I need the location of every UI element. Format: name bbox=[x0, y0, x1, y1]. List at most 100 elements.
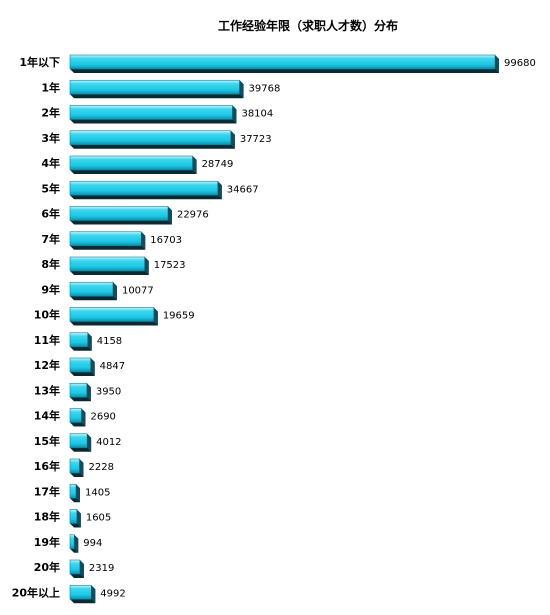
bar bbox=[69, 458, 80, 474]
value-label: 2319 bbox=[89, 563, 114, 574]
category-label: 6年 bbox=[41, 207, 60, 221]
bar-end bbox=[79, 560, 84, 578]
bar-end bbox=[86, 383, 91, 402]
category-label: 11年 bbox=[34, 333, 60, 347]
bar-end bbox=[90, 358, 95, 376]
bar bbox=[69, 483, 77, 499]
bar bbox=[69, 155, 193, 171]
bar-depth bbox=[70, 307, 158, 326]
bar bbox=[69, 231, 142, 247]
bars-group: 1年以下 99680 1年 39768 2年 38104 3年 37723 4年 28749 5年 3… bbox=[12, 54, 536, 604]
bar-end bbox=[79, 459, 84, 477]
bar-depth bbox=[70, 257, 149, 275]
value-label: 17523 bbox=[154, 260, 186, 271]
bar bbox=[69, 534, 75, 550]
bar bbox=[69, 54, 496, 70]
value-label: 1405 bbox=[85, 487, 110, 498]
bar-end bbox=[230, 130, 235, 149]
bar-end bbox=[91, 585, 96, 604]
category-label: 1年以下 bbox=[19, 55, 60, 69]
bar-end bbox=[232, 105, 237, 124]
value-label: 4012 bbox=[96, 437, 121, 448]
bar-end bbox=[167, 206, 172, 225]
bar-depth bbox=[70, 433, 92, 452]
bar-end bbox=[75, 484, 80, 503]
category-label: 5年 bbox=[41, 181, 60, 195]
bar bbox=[69, 433, 88, 449]
chart-title: 工作经验年限（求职人才数）分布 bbox=[218, 18, 398, 33]
category-label: 18年 bbox=[34, 510, 60, 524]
value-label: 22976 bbox=[177, 210, 209, 221]
category-label: 7年 bbox=[41, 232, 60, 246]
value-label: 4992 bbox=[100, 588, 125, 599]
category-label: 10年 bbox=[34, 308, 60, 322]
bar-depth bbox=[70, 80, 244, 99]
bar-end bbox=[144, 257, 149, 275]
category-label: 16年 bbox=[34, 459, 60, 473]
category-label: 1年 bbox=[41, 80, 60, 94]
bar bbox=[69, 281, 114, 297]
bar bbox=[69, 130, 232, 146]
category-label: 12年 bbox=[34, 358, 60, 372]
category-label: 13年 bbox=[34, 383, 60, 397]
bar-end bbox=[495, 55, 499, 73]
bar-end bbox=[217, 181, 222, 200]
bar-end bbox=[112, 282, 117, 301]
bar-end bbox=[76, 509, 81, 528]
bar-depth bbox=[70, 55, 499, 73]
bar bbox=[69, 180, 219, 196]
category-label: 19年 bbox=[34, 535, 60, 549]
value-label: 19659 bbox=[163, 311, 195, 322]
bar-end bbox=[87, 332, 92, 351]
bar-depth bbox=[70, 282, 117, 301]
bar bbox=[69, 357, 91, 373]
bar-end bbox=[141, 231, 146, 250]
value-label: 37723 bbox=[240, 134, 272, 145]
bar-depth bbox=[70, 181, 222, 200]
value-label: 1605 bbox=[86, 513, 111, 524]
bar bbox=[69, 584, 92, 600]
bar-depth bbox=[70, 383, 91, 402]
value-label: 34667 bbox=[227, 184, 259, 195]
bar bbox=[69, 408, 82, 423]
value-label: 4847 bbox=[100, 361, 125, 372]
bar-end bbox=[192, 156, 197, 174]
value-label: 4158 bbox=[97, 336, 122, 347]
bar-depth bbox=[70, 206, 172, 225]
bar bbox=[69, 382, 88, 398]
value-label: 2690 bbox=[90, 412, 115, 423]
value-label: 38104 bbox=[241, 109, 273, 120]
bar bbox=[69, 256, 146, 272]
category-label: 14年 bbox=[34, 409, 60, 423]
category-label: 20年以上 bbox=[12, 585, 60, 599]
bar bbox=[69, 559, 81, 575]
bar bbox=[69, 105, 233, 120]
value-label: 39768 bbox=[249, 83, 281, 94]
value-label: 16703 bbox=[150, 235, 182, 246]
value-label: 28749 bbox=[202, 159, 234, 170]
bar-depth bbox=[70, 105, 237, 124]
bar-depth bbox=[70, 231, 146, 250]
bar-end bbox=[153, 307, 158, 326]
category-label: 3年 bbox=[41, 131, 60, 145]
bar bbox=[69, 509, 78, 524]
bar-end bbox=[87, 433, 92, 452]
value-label: 2228 bbox=[88, 462, 113, 473]
value-label: 3950 bbox=[96, 386, 121, 397]
bar-end bbox=[239, 80, 244, 99]
bar-depth bbox=[70, 156, 197, 174]
bar-end bbox=[81, 408, 86, 427]
bar bbox=[69, 206, 169, 221]
value-label: 994 bbox=[83, 538, 102, 549]
category-label: 17年 bbox=[34, 484, 60, 498]
category-label: 2年 bbox=[41, 106, 60, 120]
bar-depth bbox=[70, 332, 92, 351]
category-label: 8年 bbox=[41, 257, 60, 271]
category-label: 20年 bbox=[34, 560, 60, 574]
bar bbox=[69, 79, 240, 95]
bar-end bbox=[74, 534, 79, 553]
value-label: 99680 bbox=[504, 58, 536, 69]
category-label: 9年 bbox=[41, 282, 60, 296]
value-label: 10077 bbox=[122, 285, 154, 296]
